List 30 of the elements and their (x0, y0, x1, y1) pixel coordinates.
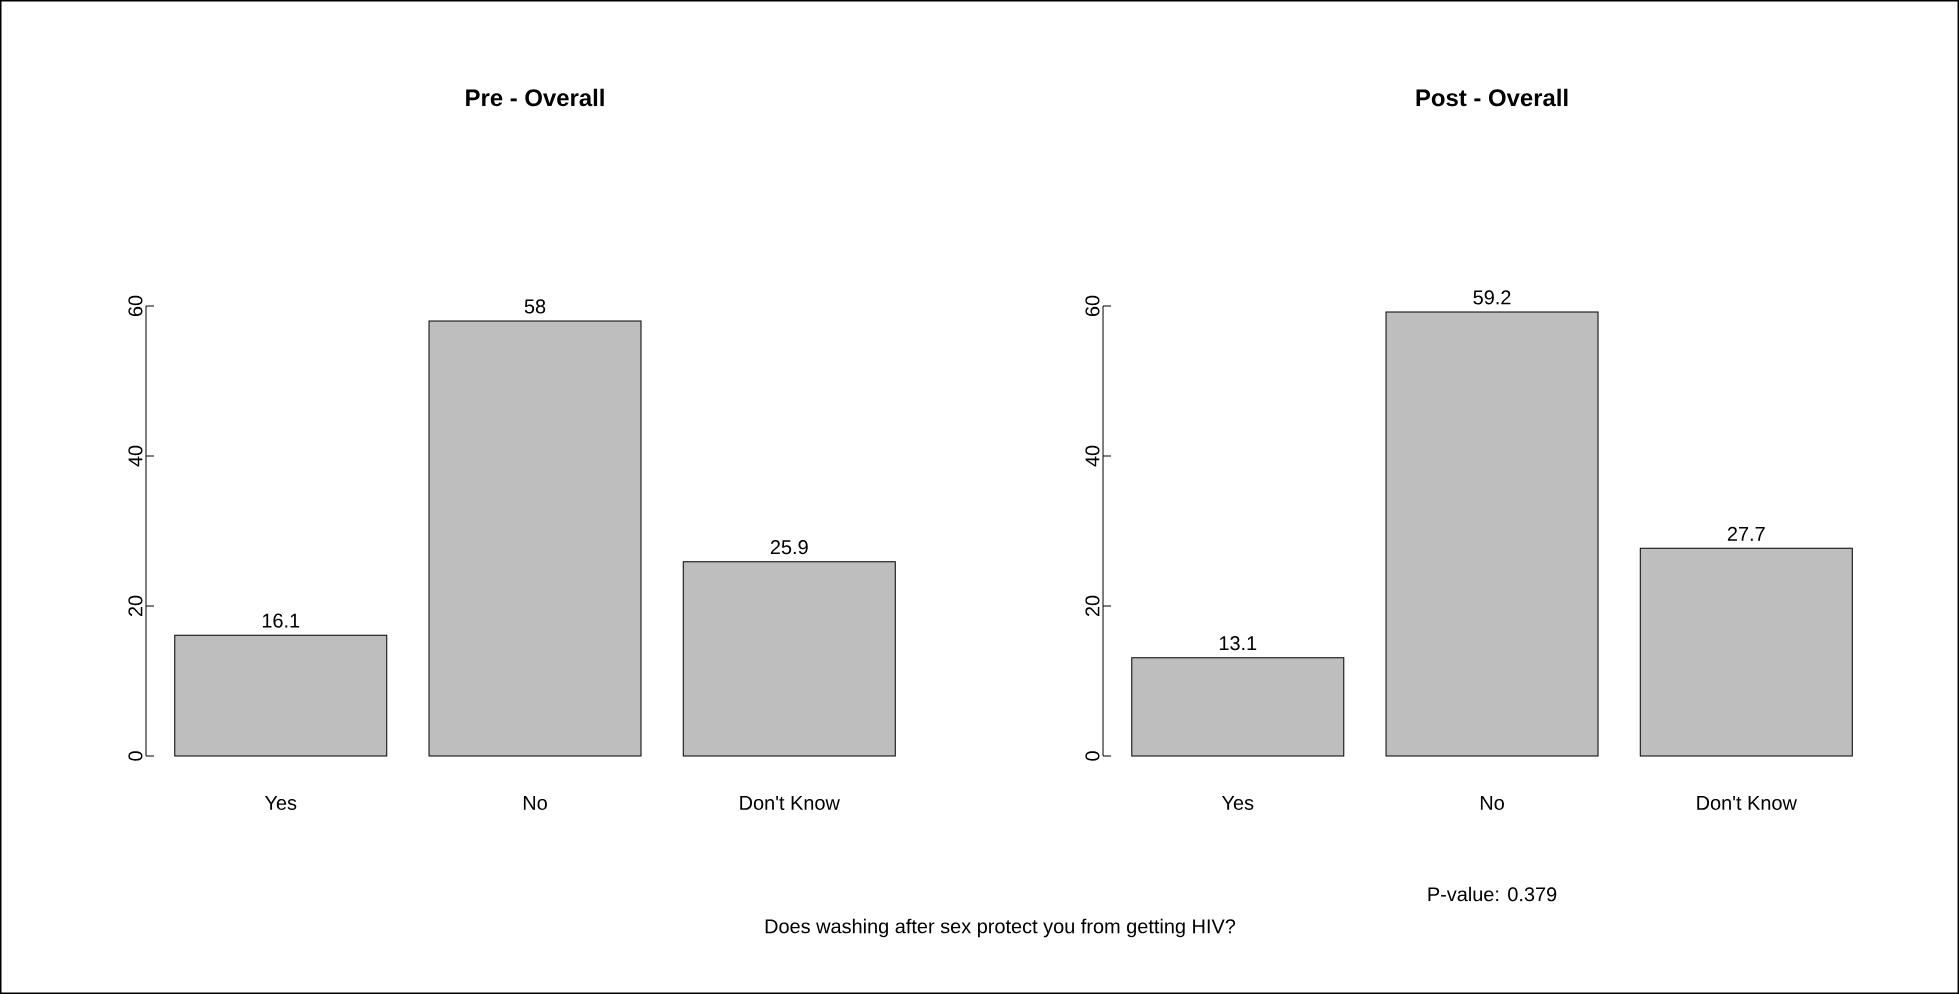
bar (174, 634, 388, 757)
data-label: 27.7 (1727, 526, 1765, 541)
chart-title: Post - Overall (1416, 88, 1568, 107)
x-tick-label: No (523, 796, 547, 810)
y-tick-label: 60 (1085, 295, 1100, 317)
bar (682, 561, 896, 757)
data-label: 16.1 (262, 613, 300, 628)
data-label: 25.9 (770, 540, 808, 555)
text: P-value: 0.379 (1428, 886, 1557, 902)
y-tick-label: 60 (128, 295, 143, 317)
y-tick-label: 0 (128, 751, 143, 761)
x-tick-label: Don't Know (1697, 796, 1797, 810)
x-tick-label: Yes (264, 796, 297, 810)
y-tick-label: 20 (128, 595, 143, 617)
data-label: 58 (524, 299, 546, 314)
text: Does washing after sex protect you from getting HIV? (765, 918, 1236, 938)
chart-title: Pre - Overall (466, 88, 604, 107)
y-tick-label: 40 (128, 445, 143, 467)
bar (1385, 311, 1599, 757)
y-tick-label: 0 (1085, 751, 1100, 761)
y-tick-label: 20 (1085, 595, 1100, 617)
data-label: 13.1 (1219, 636, 1257, 651)
y-tick-label: 40 (1085, 445, 1100, 467)
data-label: 59.2 (1473, 290, 1511, 305)
bar (1131, 657, 1345, 757)
bar (428, 320, 642, 757)
x-tick-label: No (1480, 796, 1504, 810)
x-tick-label: Yes (1221, 796, 1254, 810)
bar (1639, 547, 1853, 757)
x-tick-label: Don't Know (740, 796, 840, 810)
